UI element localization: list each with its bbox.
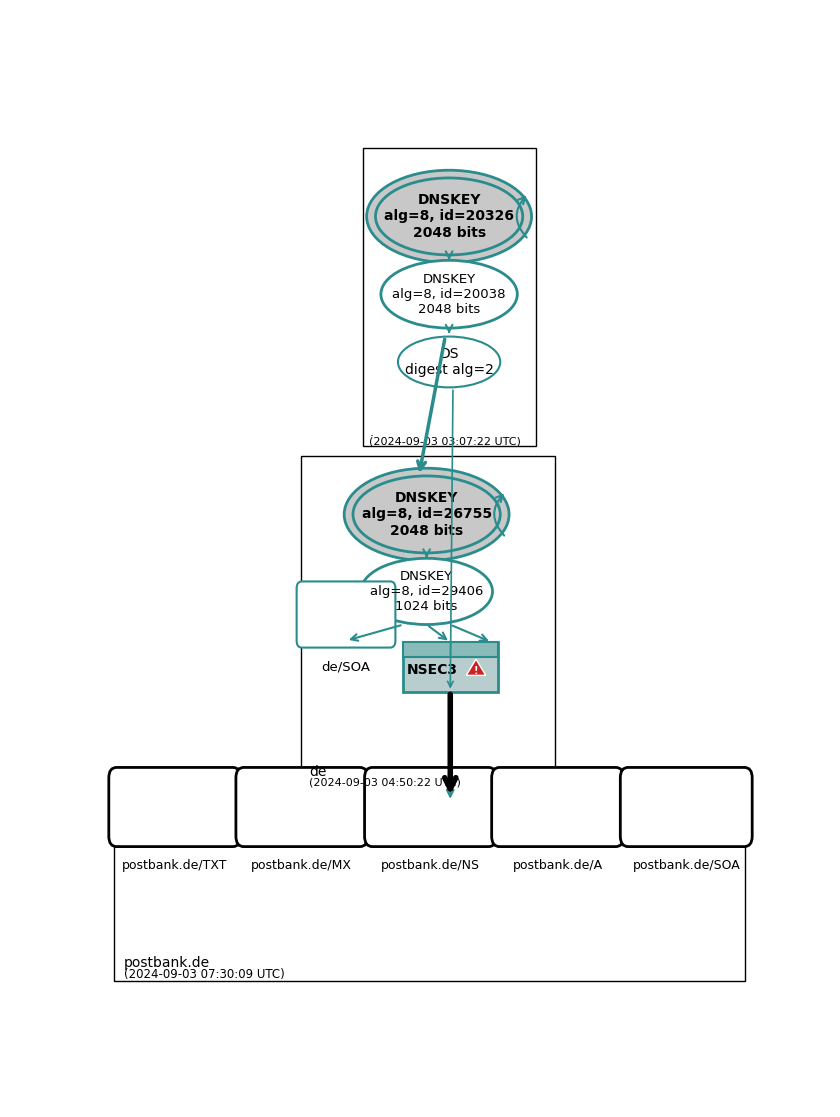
Text: postbank.de: postbank.de xyxy=(123,955,210,970)
Text: postbank.de/TXT: postbank.de/TXT xyxy=(122,859,228,872)
Ellipse shape xyxy=(360,558,492,624)
Ellipse shape xyxy=(366,170,532,262)
Text: DNSKEY
alg=8, id=29406
1024 bits: DNSKEY alg=8, id=29406 1024 bits xyxy=(370,570,483,613)
FancyBboxPatch shape xyxy=(297,582,396,648)
Ellipse shape xyxy=(398,336,501,388)
Text: NSEC3: NSEC3 xyxy=(407,663,458,677)
FancyBboxPatch shape xyxy=(236,767,368,847)
Text: DNSKEY
alg=8, id=26755
2048 bits: DNSKEY alg=8, id=26755 2048 bits xyxy=(361,491,491,537)
Text: postbank.de/SOA: postbank.de/SOA xyxy=(633,859,740,872)
Text: postbank.de/MX: postbank.de/MX xyxy=(251,859,352,872)
FancyBboxPatch shape xyxy=(114,798,745,981)
Text: postbank.de/NS: postbank.de/NS xyxy=(381,859,480,872)
Text: .: . xyxy=(370,426,373,439)
Ellipse shape xyxy=(344,468,509,561)
FancyBboxPatch shape xyxy=(402,642,498,657)
Text: DNSKEY
alg=8, id=20326
2048 bits: DNSKEY alg=8, id=20326 2048 bits xyxy=(384,193,514,240)
Text: (2024-09-03 03:07:22 UTC): (2024-09-03 03:07:22 UTC) xyxy=(370,437,521,447)
Ellipse shape xyxy=(381,260,517,328)
FancyBboxPatch shape xyxy=(363,147,536,446)
FancyBboxPatch shape xyxy=(620,767,752,847)
Text: de/SOA: de/SOA xyxy=(322,660,370,674)
Text: !: ! xyxy=(474,666,478,676)
Text: (2024-09-03 07:30:09 UTC): (2024-09-03 07:30:09 UTC) xyxy=(123,968,285,982)
Text: DNSKEY
alg=8, id=20038
2048 bits: DNSKEY alg=8, id=20038 2048 bits xyxy=(392,273,506,316)
Text: de: de xyxy=(309,765,326,779)
FancyBboxPatch shape xyxy=(491,767,623,847)
Polygon shape xyxy=(466,659,486,676)
Ellipse shape xyxy=(353,476,501,553)
FancyBboxPatch shape xyxy=(402,642,498,691)
Ellipse shape xyxy=(375,178,522,255)
Text: DS
digest alg=2: DS digest alg=2 xyxy=(405,347,494,378)
FancyBboxPatch shape xyxy=(365,767,496,847)
FancyBboxPatch shape xyxy=(301,456,555,787)
FancyBboxPatch shape xyxy=(109,767,241,847)
Text: postbank.de/A: postbank.de/A xyxy=(512,859,602,872)
Text: (2024-09-03 04:50:22 UTC): (2024-09-03 04:50:22 UTC) xyxy=(309,777,460,787)
